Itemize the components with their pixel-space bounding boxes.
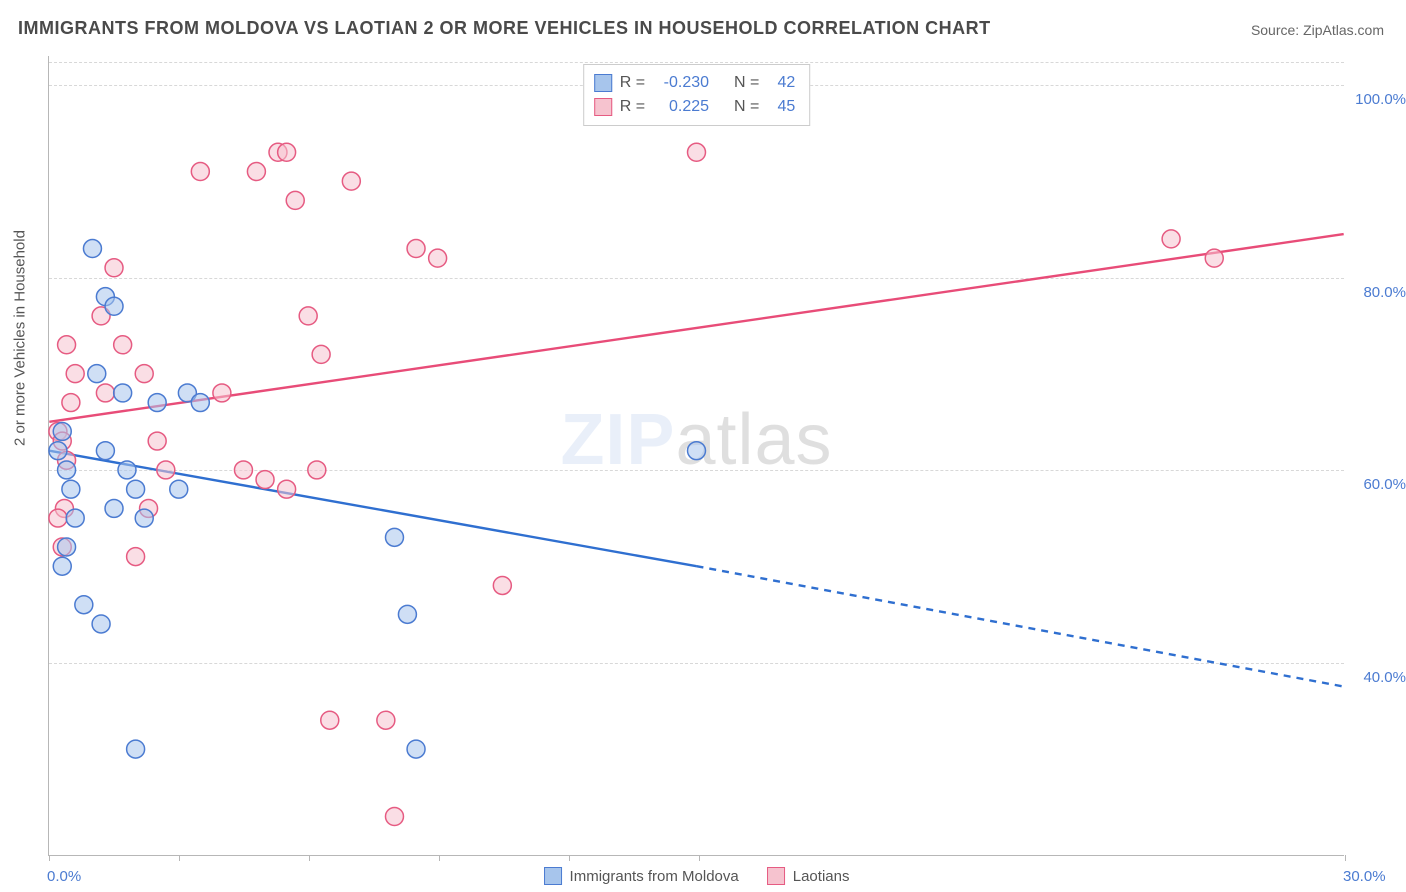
stats-row-series2: R = 0.225 N = 45 xyxy=(594,95,796,119)
chart-title: IMMIGRANTS FROM MOLDOVA VS LAOTIAN 2 OR … xyxy=(18,18,991,39)
legend-swatch-pink xyxy=(767,867,785,885)
scatter-point xyxy=(342,172,360,190)
scatter-point xyxy=(234,461,252,479)
scatter-point xyxy=(385,808,403,826)
scatter-point xyxy=(53,557,71,575)
r-value-1: -0.230 xyxy=(653,71,709,95)
scatter-point xyxy=(256,471,274,489)
scatter-point xyxy=(312,345,330,363)
scatter-point xyxy=(66,509,84,527)
n-value-1: 42 xyxy=(767,71,795,95)
scatter-point xyxy=(157,461,175,479)
scatter-point xyxy=(96,384,114,402)
scatter-point xyxy=(688,442,706,460)
r-label-1: R = xyxy=(620,71,645,95)
y-tick-label: 40.0% xyxy=(1363,669,1406,686)
scatter-point xyxy=(308,461,326,479)
scatter-point xyxy=(58,461,76,479)
scatter-point xyxy=(213,384,231,402)
scatter-point xyxy=(135,509,153,527)
y-tick-label: 80.0% xyxy=(1363,284,1406,301)
legend-label-series1: Immigrants from Moldova xyxy=(570,868,739,885)
scatter-point xyxy=(127,480,145,498)
scatter-point xyxy=(88,365,106,383)
x-tick-label: 0.0% xyxy=(47,868,81,885)
x-tick xyxy=(699,855,700,861)
scatter-point xyxy=(278,480,296,498)
scatter-point xyxy=(170,480,188,498)
scatter-point xyxy=(407,240,425,258)
scatter-point xyxy=(105,297,123,315)
scatter-point xyxy=(493,576,511,594)
scatter-point xyxy=(53,422,71,440)
scatter-point xyxy=(135,365,153,383)
scatter-points-layer xyxy=(49,56,1344,855)
legend-swatch-blue xyxy=(544,867,562,885)
scatter-point xyxy=(49,442,67,460)
stats-row-series1: R = -0.230 N = 42 xyxy=(594,71,796,95)
x-tick xyxy=(439,855,440,861)
scatter-point xyxy=(66,365,84,383)
scatter-point xyxy=(58,538,76,556)
legend-label-series2: Laotians xyxy=(793,868,850,885)
scatter-point xyxy=(377,711,395,729)
y-tick-label: 60.0% xyxy=(1363,476,1406,493)
n-value-2: 45 xyxy=(767,95,795,119)
scatter-point xyxy=(191,394,209,412)
scatter-point xyxy=(127,548,145,566)
scatter-point xyxy=(118,461,136,479)
scatter-point xyxy=(385,528,403,546)
scatter-point xyxy=(1162,230,1180,248)
scatter-point xyxy=(299,307,317,325)
scatter-point xyxy=(114,336,132,354)
scatter-point xyxy=(114,384,132,402)
n-label-1: N = xyxy=(734,71,759,95)
plot-area: ZIPatlas 40.0%60.0%80.0%100.0% 0.0%30.0%… xyxy=(48,56,1344,856)
scatter-point xyxy=(688,143,706,161)
scatter-point xyxy=(75,596,93,614)
legend-item-series1: Immigrants from Moldova xyxy=(544,867,739,885)
scatter-point xyxy=(1205,249,1223,267)
y-axis-label: 2 or more Vehicles in Household xyxy=(12,230,29,446)
scatter-point xyxy=(429,249,447,267)
scatter-point xyxy=(148,432,166,450)
scatter-point xyxy=(62,394,80,412)
n-label-2: N = xyxy=(734,95,759,119)
scatter-point xyxy=(83,240,101,258)
scatter-point xyxy=(191,163,209,181)
scatter-point xyxy=(105,499,123,517)
source-value: ZipAtlas.com xyxy=(1303,22,1384,38)
x-tick-label: 30.0% xyxy=(1343,868,1386,885)
legend-item-series2: Laotians xyxy=(767,867,850,885)
r-label-2: R = xyxy=(620,95,645,119)
scatter-point xyxy=(407,740,425,758)
r-value-2: 0.225 xyxy=(653,95,709,119)
scatter-point xyxy=(62,480,80,498)
legend: Immigrants from Moldova Laotians xyxy=(544,867,850,885)
scatter-point xyxy=(49,509,67,527)
source-label: Source: xyxy=(1251,22,1299,38)
scatter-point xyxy=(278,143,296,161)
x-tick xyxy=(49,855,50,861)
swatch-blue xyxy=(594,74,612,92)
scatter-point xyxy=(105,259,123,277)
scatter-point xyxy=(148,394,166,412)
scatter-point xyxy=(321,711,339,729)
scatter-point xyxy=(58,336,76,354)
scatter-point xyxy=(96,442,114,460)
y-tick-label: 100.0% xyxy=(1355,91,1406,108)
scatter-point xyxy=(92,615,110,633)
scatter-point xyxy=(286,191,304,209)
scatter-point xyxy=(247,163,265,181)
x-tick xyxy=(309,855,310,861)
scatter-point xyxy=(398,605,416,623)
source-attribution: Source: ZipAtlas.com xyxy=(1251,22,1384,38)
x-tick xyxy=(179,855,180,861)
correlation-stats-box: R = -0.230 N = 42 R = 0.225 N = 45 xyxy=(583,64,811,126)
x-tick xyxy=(569,855,570,861)
x-tick xyxy=(1345,855,1346,861)
swatch-pink xyxy=(594,98,612,116)
scatter-point xyxy=(127,740,145,758)
